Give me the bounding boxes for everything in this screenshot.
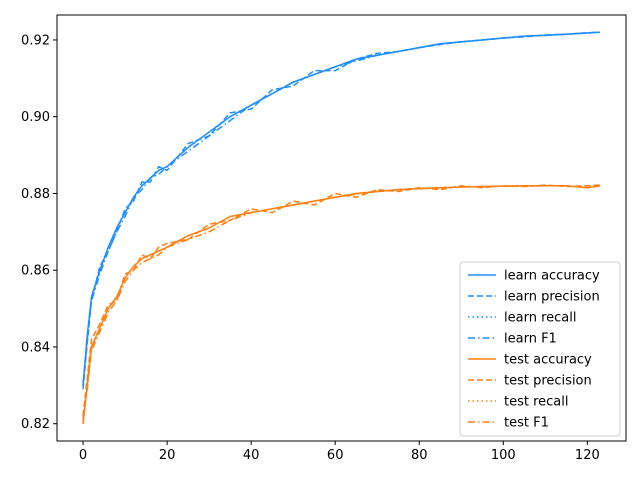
- series-line-test-f1: [82, 185, 601, 420]
- legend-label: learn F1: [504, 332, 557, 347]
- y-axis: 0.82 0.84 0.86 0.88 0.90 0.92: [21, 33, 57, 432]
- y-tick-label: 0.88: [21, 187, 50, 202]
- x-tick-label: 60: [327, 448, 344, 463]
- y-tick-label: 0.86: [21, 264, 50, 279]
- legend-label: learn precision: [504, 290, 600, 305]
- y-tick-label: 0.90: [21, 110, 50, 125]
- series-line-learn-precision: [82, 31, 600, 390]
- legend-label: test F1: [504, 416, 549, 431]
- legend: learn accuracy learn precision learn recal…: [459, 261, 621, 437]
- x-tick-label: 100: [491, 448, 516, 463]
- y-tick-label: 0.92: [21, 33, 50, 48]
- legend-label: test accuracy: [504, 353, 592, 368]
- x-tick-label: 80: [411, 448, 428, 463]
- legend-label: learn recall: [504, 311, 576, 326]
- x-tick-label: 20: [159, 448, 176, 463]
- legend-label: test recall: [504, 395, 569, 410]
- x-tick-label: 0: [79, 448, 87, 463]
- series-layer: [82, 31, 601, 424]
- x-tick-label: 120: [575, 448, 600, 463]
- y-tick-label: 0.84: [21, 340, 50, 355]
- plot-frame: [56, 14, 627, 442]
- y-tick-label: 0.82: [21, 417, 50, 432]
- x-axis: 0 20 40 60 80 100 120: [79, 441, 600, 463]
- series-line-learn-f1: [82, 31, 600, 386]
- x-tick-label: 40: [243, 448, 260, 463]
- legend-label: test precision: [504, 374, 592, 389]
- legend-box: [459, 261, 621, 437]
- legend-label: learn accuracy: [504, 269, 600, 284]
